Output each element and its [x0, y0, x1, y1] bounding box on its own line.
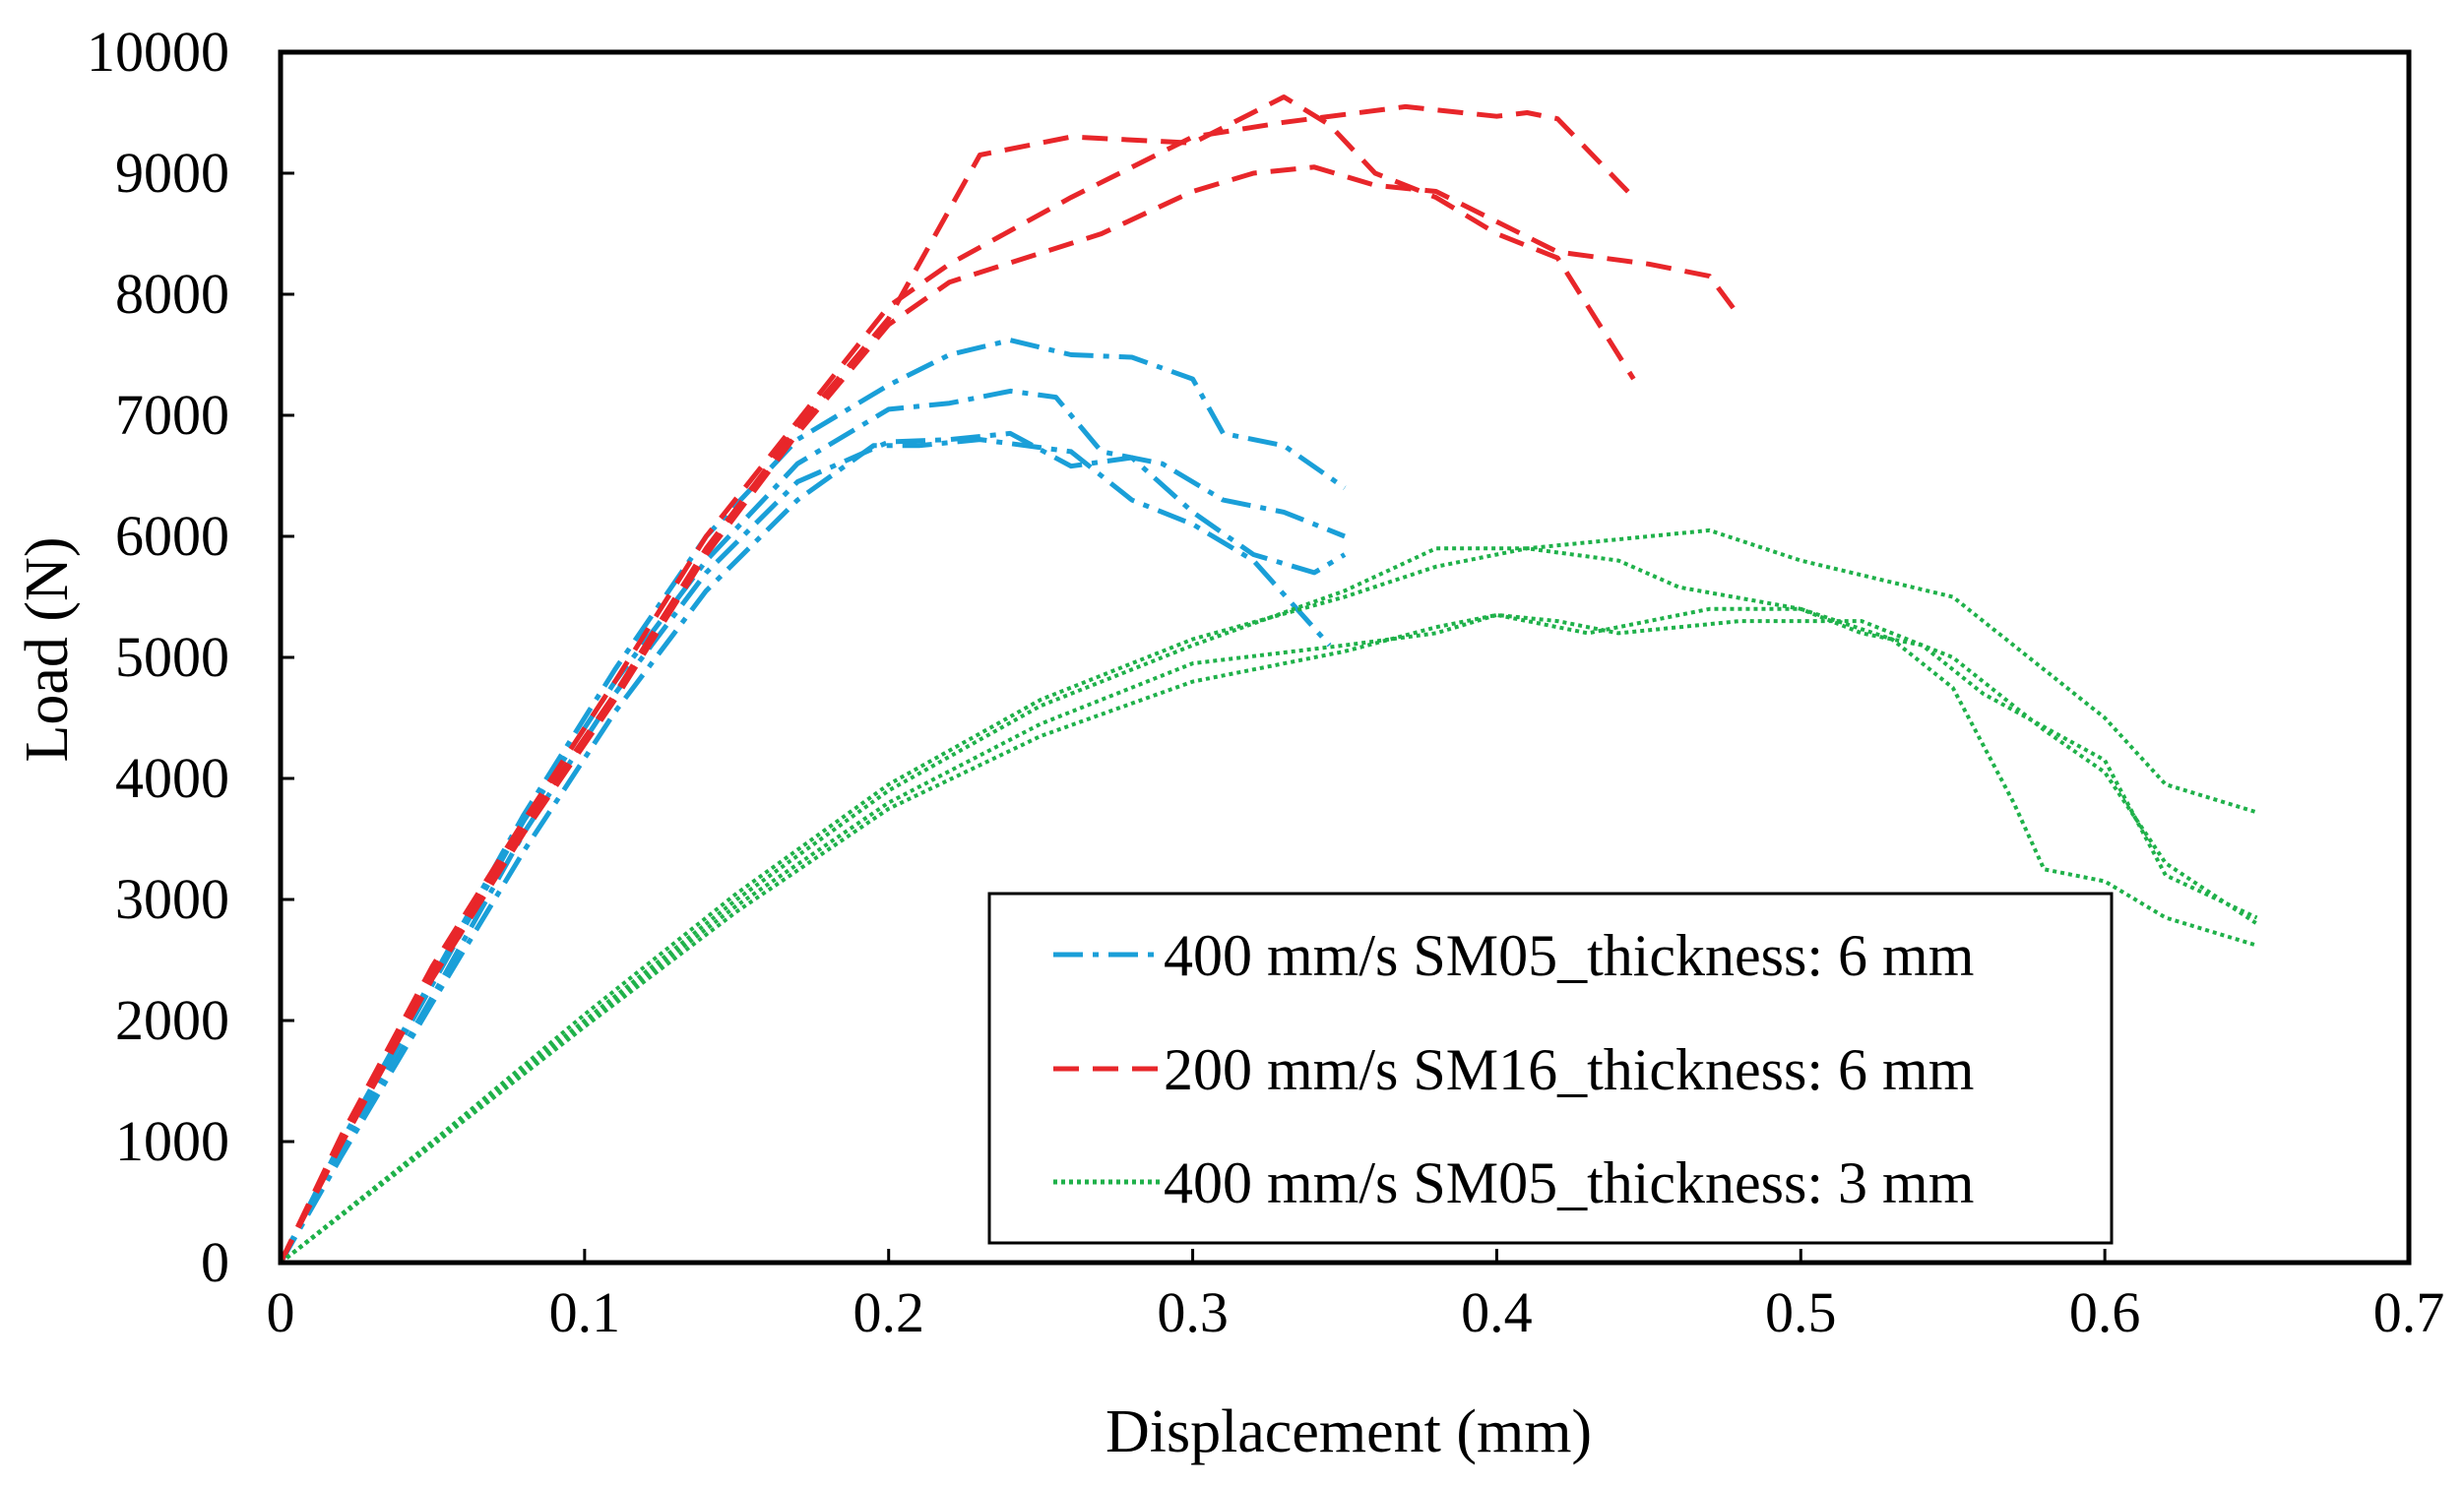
x-tick-label: 0.7: [2373, 1280, 2445, 1344]
y-tick-label: 6000: [115, 504, 229, 568]
series-layer: [278, 94, 2258, 1265]
y-tick-label: 3000: [115, 867, 229, 931]
x-tick-label: 0.4: [1461, 1280, 1533, 1344]
series-line-dotted-4: [279, 606, 2258, 1265]
legend-entry-red: 200 mm/s SM16_thickness: 6 mm: [1053, 1037, 1974, 1102]
x-tick-label: 0.3: [1157, 1280, 1229, 1344]
y-tick-label: 1000: [115, 1109, 229, 1173]
y-tick-label: 8000: [115, 262, 229, 326]
x-tick-label: 0.5: [1765, 1280, 1837, 1344]
axes-layer: 0 0.1 0.2 0.3 0.4 0.5 0.6 0.7 0 1000 2000 3000 4000 5…: [87, 20, 2444, 1344]
x-tick-label: 0.6: [2069, 1280, 2141, 1344]
x-tick-label: 0: [267, 1280, 295, 1344]
y-tick-label: 5000: [115, 625, 229, 689]
series-line-dashdot-4: [278, 437, 1332, 1265]
series-line-dotted-1: [279, 527, 2258, 1265]
series-line-dashdot-1: [278, 338, 1347, 1265]
y-tick-label: 2000: [115, 988, 229, 1052]
series-line-dotted-3: [279, 612, 2258, 1265]
series-line-dashdot-3: [278, 430, 1347, 1265]
y-tick-label: 4000: [115, 746, 229, 810]
series-line-dashed-3: [278, 164, 1737, 1265]
y-tick-label: 7000: [115, 383, 229, 447]
y-axis-label: Load (N): [14, 537, 81, 763]
series-line-dashed-1: [278, 94, 1636, 1265]
legend-label-green: 400 mm/s SM05_thickness: 3 mm: [1164, 1150, 1974, 1215]
series-line-dotted-2: [279, 546, 2258, 1265]
x-tick-label: 0.1: [549, 1280, 621, 1344]
legend: 400 mm/s SM05_thickness: 6 mm 200 mm/s S…: [987, 892, 2114, 1245]
y-tick-label: 9000: [115, 141, 229, 205]
legend-box: [987, 892, 2114, 1245]
x-tick-label: 0.2: [853, 1280, 924, 1344]
series-line-dashed-2: [278, 103, 1636, 1265]
legend-label-blue: 400 mm/s SM05_thickness: 6 mm: [1164, 923, 1974, 988]
y-tick-label: 0: [201, 1230, 229, 1294]
legend-entry-green: 400 mm/s SM05_thickness: 3 mm: [1053, 1150, 1974, 1215]
legend-entry-blue: 400 mm/s SM05_thickness: 6 mm: [1053, 923, 1974, 988]
y-tick-label: 10000: [87, 20, 229, 84]
x-axis-label: Displacement (mm): [1106, 1398, 1592, 1465]
legend-label-red: 200 mm/s SM16_thickness: 6 mm: [1164, 1037, 1974, 1102]
